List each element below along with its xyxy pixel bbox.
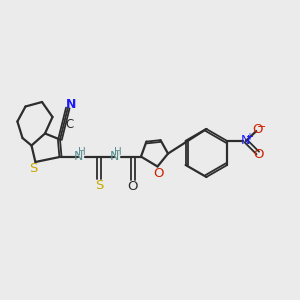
Text: S: S: [95, 178, 104, 192]
Text: N: N: [110, 150, 119, 163]
Text: S: S: [29, 162, 37, 175]
Text: O: O: [127, 180, 138, 193]
Text: N: N: [74, 150, 83, 163]
Text: O: O: [154, 167, 164, 180]
Text: +: +: [245, 132, 253, 142]
Text: N: N: [241, 134, 250, 147]
Text: N: N: [66, 98, 76, 112]
Text: O: O: [253, 123, 263, 136]
Text: −: −: [257, 122, 267, 132]
Text: H: H: [78, 147, 86, 158]
Text: C: C: [65, 118, 74, 131]
Text: O: O: [253, 148, 264, 161]
Text: H: H: [114, 147, 122, 158]
